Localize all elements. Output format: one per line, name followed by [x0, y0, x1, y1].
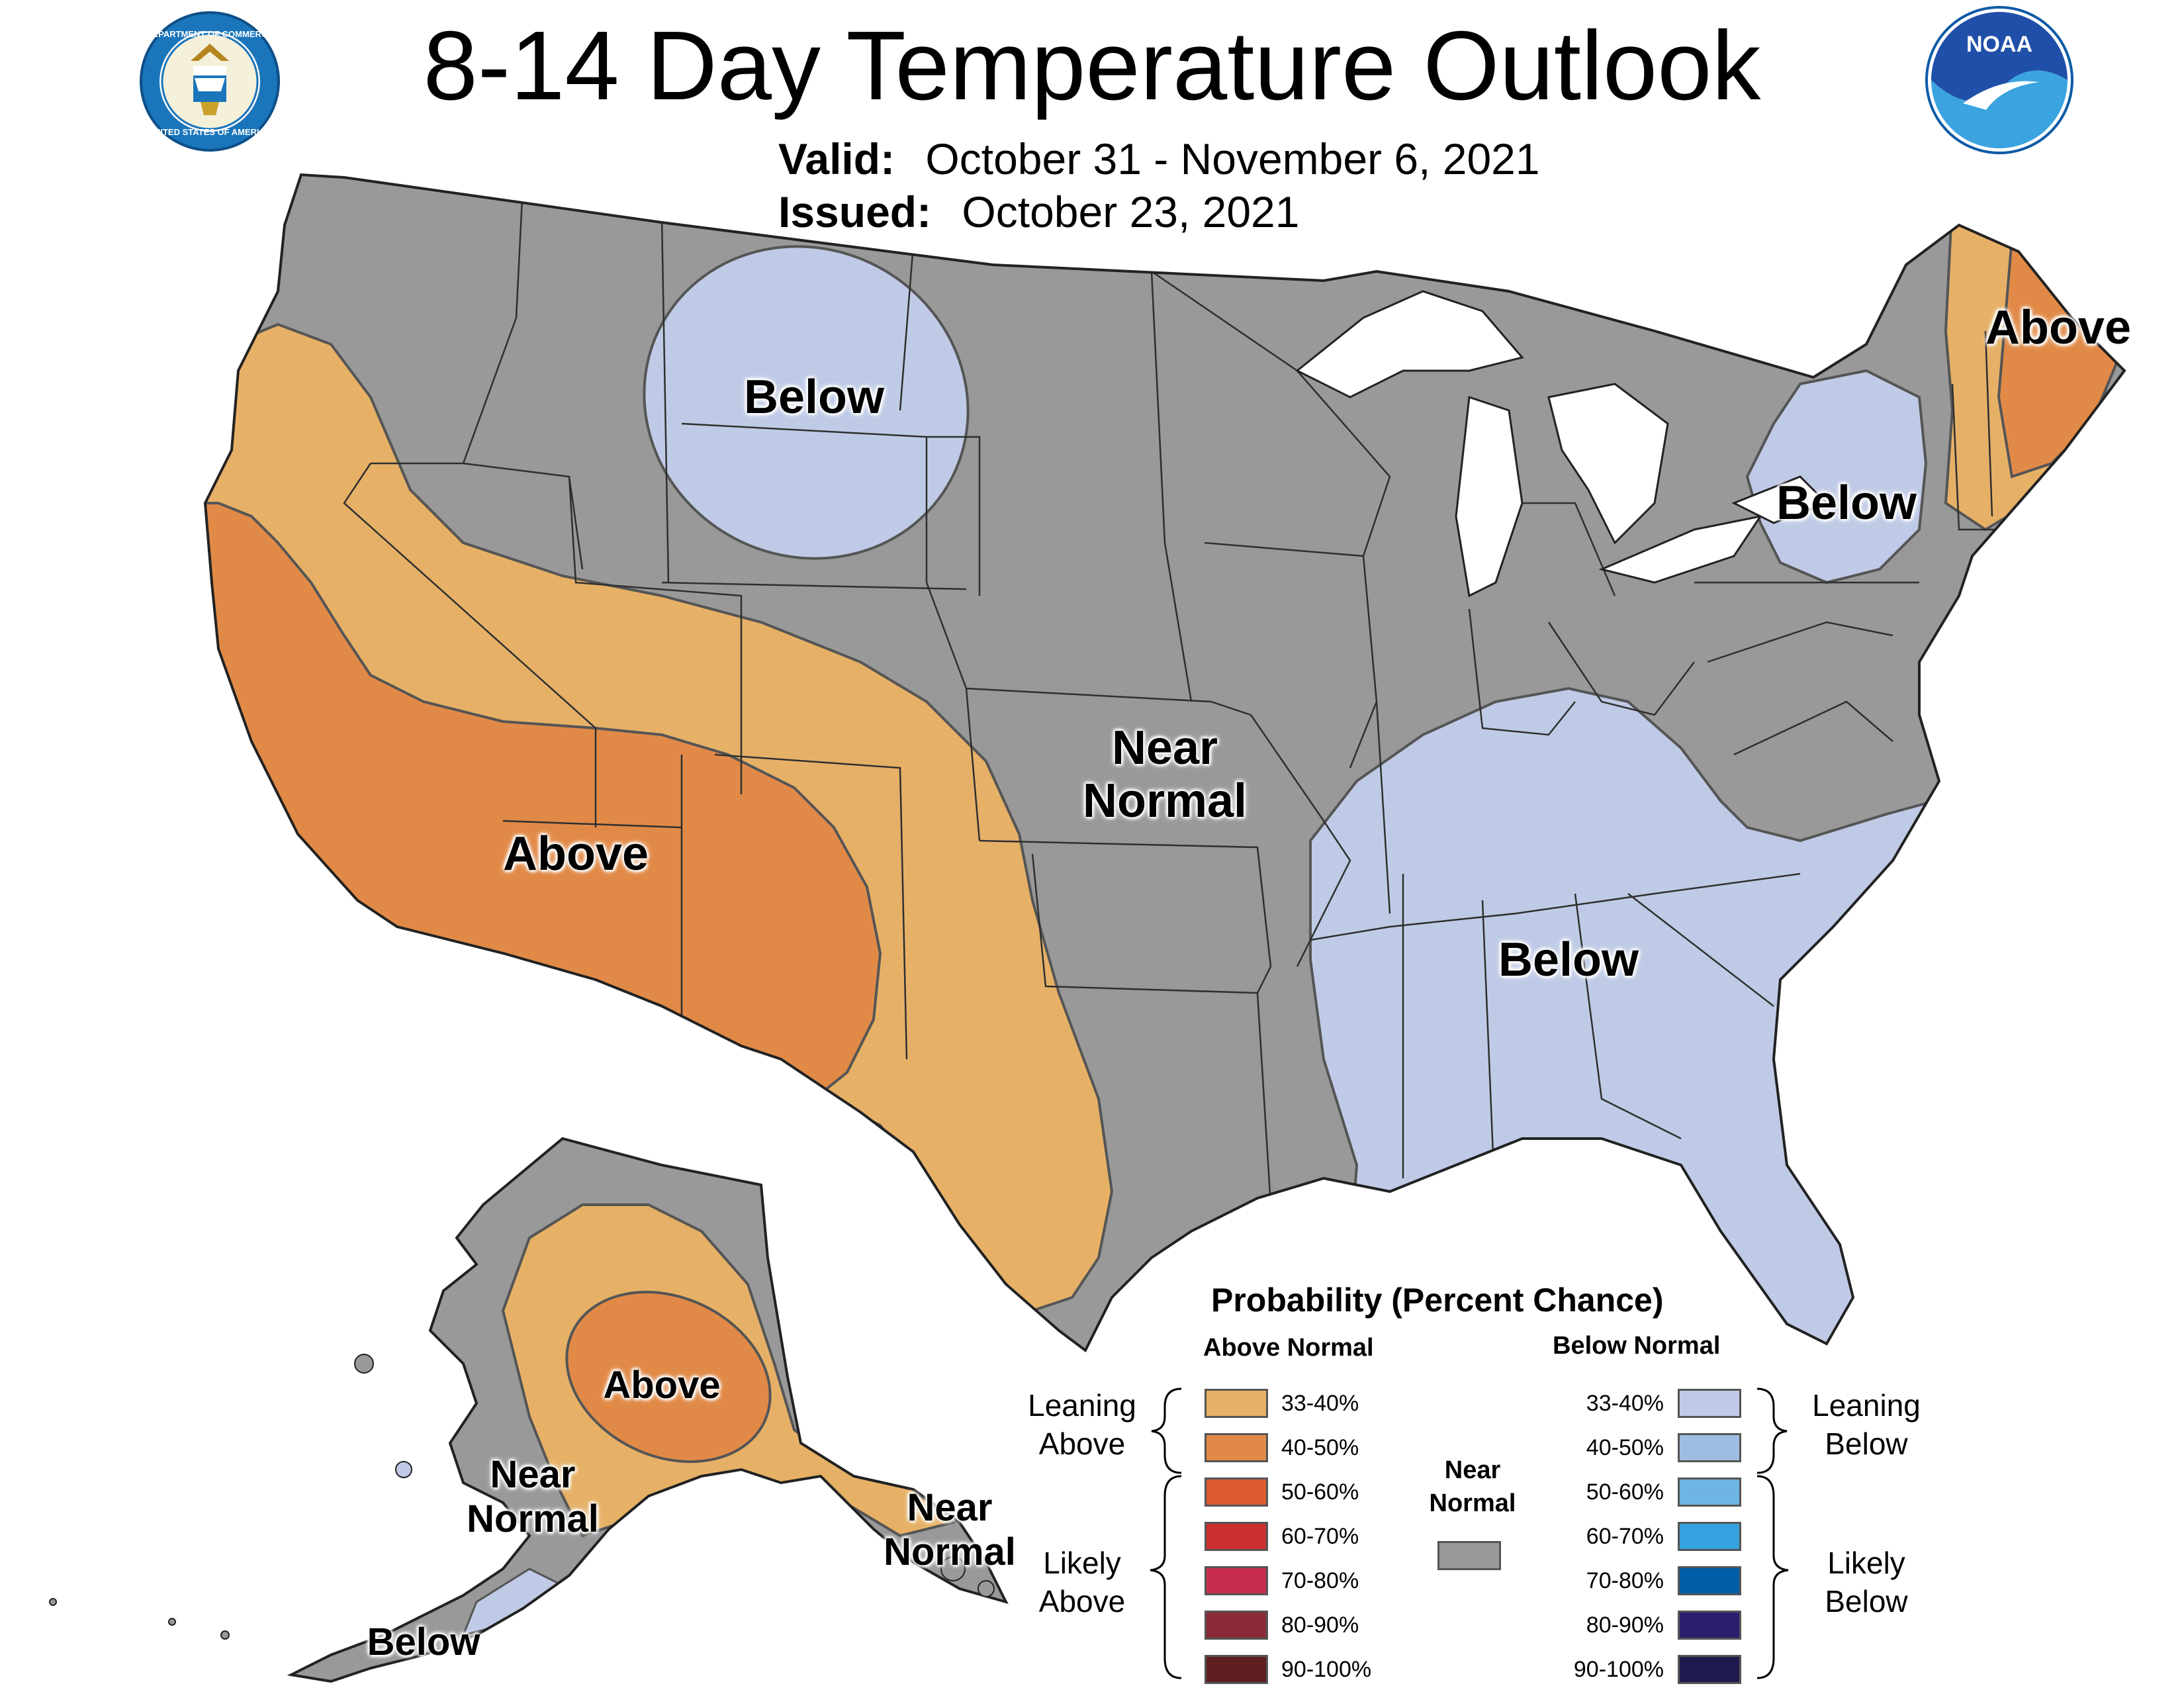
legend-below-swatch-0: [1678, 1389, 1741, 1418]
above-40-50-alaska-region: [565, 1290, 772, 1464]
legend-below-swatch-6: [1678, 1655, 1741, 1684]
legend-below-label-6: 90-100%: [1573, 1657, 1664, 1682]
legend-likely-below-line1: Likely: [1827, 1546, 1905, 1580]
label-near-normal-ak-se-line2: Normal: [884, 1530, 1016, 1573]
label-below-southeast: Below: [1498, 933, 1639, 986]
label-below-aleutians: Below: [367, 1620, 480, 1664]
legend-leaning-above-line1: Leaning: [1028, 1388, 1136, 1423]
valid-date: October 31 - November 6, 2021: [925, 134, 1540, 183]
label-near-normal-ak-se-line1: Near: [907, 1486, 993, 1529]
label-above-maine: Above: [1985, 301, 2132, 354]
legend-below-label-5: 80-90%: [1586, 1613, 1664, 1638]
legend-likely-below-line2: Below: [1825, 1584, 1908, 1618]
legend-likely-above-line1: Likely: [1043, 1546, 1121, 1580]
svg-text:NOAA: NOAA: [1966, 32, 2032, 57]
legend-below-label-0: 33-40%: [1586, 1391, 1664, 1416]
legend-below-label-1: 40-50%: [1586, 1435, 1664, 1460]
label-near-normal-ak-west-line1: Near: [490, 1453, 576, 1496]
alaska-islands: [49, 1354, 995, 1640]
legend-below-swatch-4: [1678, 1566, 1741, 1595]
legend-above-swatch-5: [1205, 1611, 1268, 1640]
label-below-new-york: Below: [1776, 477, 1917, 530]
noaa-logo: NOAA: [1925, 6, 2073, 154]
legend-above-swatch-3: [1205, 1522, 1268, 1551]
issued-row: Issued: October 23, 2021: [778, 187, 1299, 237]
legend-below-swatch-1: [1678, 1433, 1741, 1462]
label-above-alaska: Above: [603, 1364, 721, 1407]
legend-leaning-below-line1: Leaning: [1812, 1388, 1921, 1423]
legend-leaning-below-line2: Below: [1825, 1427, 1908, 1461]
valid-label: Valid:: [778, 134, 895, 183]
conus-outline: [203, 173, 2126, 1353]
issued-date: October 23, 2021: [962, 187, 1300, 236]
page-title: 8-14 Day Temperature Outlook: [423, 11, 1761, 120]
legend-below-swatch-5: [1678, 1611, 1741, 1640]
legend-above-swatch-0: [1205, 1389, 1268, 1418]
great-lakes: [1295, 290, 1829, 598]
legend-above-header: Above Normal: [1203, 1334, 1374, 1362]
legend-above-swatch-6: [1205, 1655, 1268, 1684]
legend-above-label-1: 40-50%: [1281, 1435, 1359, 1460]
valid-row: Valid: October 31 - November 6, 2021: [778, 134, 1540, 184]
legend-above-label-6: 90-100%: [1281, 1657, 1372, 1682]
legend-below-label-2: 50-60%: [1586, 1479, 1664, 1505]
legend-below-label-4: 70-80%: [1586, 1568, 1664, 1593]
label-near-normal-central-line1: Near: [1111, 722, 1218, 774]
legend-likely-above-line2: Above: [1038, 1584, 1126, 1618]
legend-near-normal-swatch: [1437, 1541, 1501, 1570]
legend-below-label-3: 60-70%: [1586, 1524, 1664, 1549]
label-near-normal-ak-west-line2: Normal: [467, 1497, 599, 1540]
legend-leaning-above-line2: Above: [1038, 1427, 1126, 1461]
label-near-normal-central-line2: Normal: [1082, 774, 1248, 827]
legend-near-normal-line2: Normal: [1429, 1489, 1516, 1517]
legend-above-swatch-2: [1205, 1477, 1268, 1507]
legend-above-label-2: 50-60%: [1281, 1479, 1359, 1505]
legend-above-swatch-4: [1205, 1566, 1268, 1595]
legend-title: Probability (Percent Chance): [1211, 1282, 1664, 1319]
legend-above-swatch-1: [1205, 1433, 1268, 1462]
svg-text:UNITED STATES OF AMERICA: UNITED STATES OF AMERICA: [148, 127, 272, 137]
legend-above-label-0: 33-40%: [1281, 1391, 1359, 1416]
state-borders: [343, 185, 2038, 1219]
legend-above-label-3: 60-70%: [1281, 1524, 1359, 1549]
label-below-north: Below: [743, 371, 885, 424]
label-above-west: Above: [502, 827, 649, 880]
legend-near-normal-line1: Near: [1444, 1456, 1501, 1484]
department-of-commerce-seal: DEPARTMENT OF COMMERCE UNITED STATES OF …: [140, 11, 280, 152]
below-new-york-region: [1745, 369, 1928, 585]
legend-below-swatch-3: [1678, 1522, 1741, 1551]
issued-label: Issued:: [778, 187, 932, 236]
alaska-outline: [287, 1137, 1009, 1683]
legend-below-header: Below Normal: [1553, 1332, 1721, 1360]
legend-above-label-5: 80-90%: [1281, 1613, 1359, 1638]
svg-text:DEPARTMENT OF COMMERCE: DEPARTMENT OF COMMERCE: [146, 29, 273, 39]
legend-above-label-4: 70-80%: [1281, 1568, 1359, 1593]
legend-below-swatch-2: [1678, 1477, 1741, 1507]
below-northern-plains-region: [643, 245, 970, 560]
